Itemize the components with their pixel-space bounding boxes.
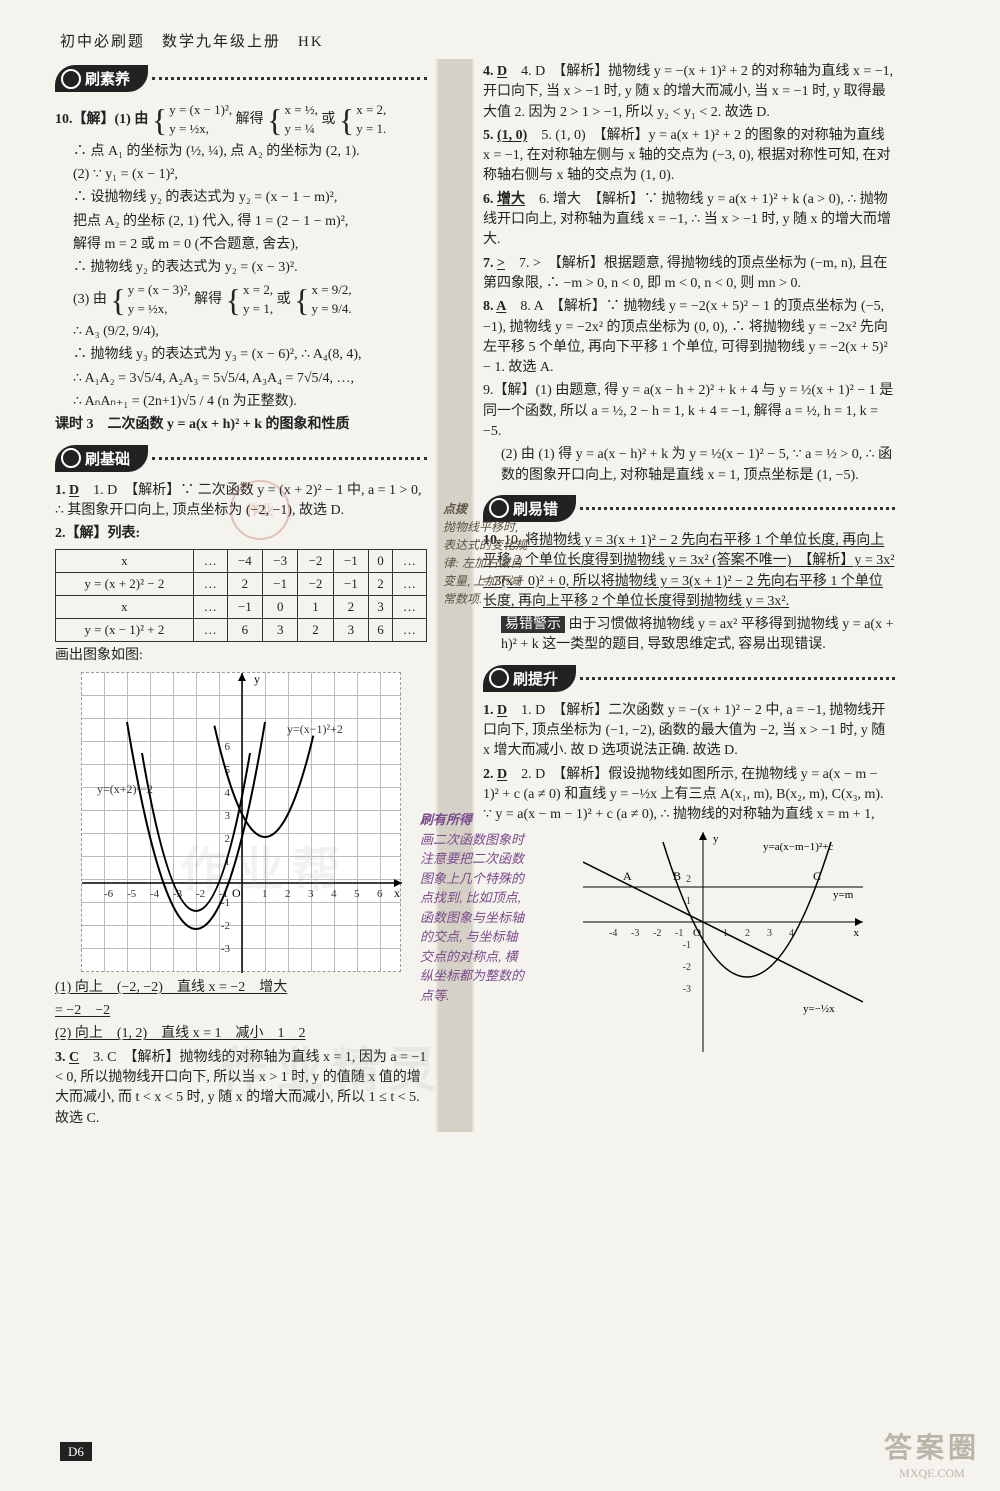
p10h: (3) 由 {y = (x − 3)²,y = ½x, 解得 {x = 2,y …: [55, 281, 427, 319]
p10k: ∴ A₁A₂ = 3√5/4, A₂A₃ = 5√5/4, A₃A₄ = 7√5…: [55, 369, 427, 389]
svg-text:-3: -3: [683, 984, 691, 995]
svg-text:-4: -4: [609, 928, 617, 939]
problem-10-part1: 10.【解】(1) 由 {y = (x − 1)²,y = ½x, 解得 {x …: [55, 101, 427, 139]
q2-ans1b: = −2 −2: [55, 1001, 427, 1021]
svg-text:B: B: [673, 869, 681, 883]
svg-text:1: 1: [686, 896, 691, 907]
p10i: ∴ A₃ (9/2, 9/4),: [55, 322, 427, 342]
svg-text:-2: -2: [683, 962, 691, 973]
svg-text:6: 6: [225, 741, 231, 753]
q3: 3. C 3. C 【解析】抛物线的对称轴为直线 x = 1, 因为 a = −…: [55, 1048, 427, 1129]
margin-note-2: 刷有所得画二次函数图象时注意要把二次函数图象上几个特殊的点找到, 比如顶点, 函…: [420, 810, 530, 1005]
svg-text:C: C: [813, 869, 821, 883]
svg-text:3: 3: [308, 888, 314, 900]
p10g: ∴ 抛物线 y₂ 的表达式为 y₂ = (x − 3)².: [55, 258, 427, 278]
q2-ans1: (1) 向上 (−2, −2) 直线 x = −2 增大: [55, 978, 427, 998]
r-q5: 5. (1, 0) 5. (1, 0) 【解析】y = a(x + 1)² + …: [483, 126, 895, 187]
q2-draw: 画出图象如图:: [55, 646, 427, 666]
svg-text:y=m: y=m: [833, 889, 854, 901]
svg-text:-2: -2: [221, 920, 230, 932]
svg-text:x: x: [854, 927, 860, 939]
svg-text:3: 3: [225, 810, 231, 822]
svg-text:y: y: [254, 673, 260, 686]
section-tag-jichu: 刷基础: [55, 445, 148, 472]
p10b: ∴ 点 A₁ 的坐标为 (½, ¼), 点 A₂ 的坐标为 (2, 1).: [55, 142, 427, 162]
svg-text:4: 4: [225, 787, 231, 799]
svg-text:-1: -1: [675, 928, 683, 939]
function-graph: x y O -6-5-4 -3-2-1 123 456 12 34 56 -1-…: [81, 672, 401, 972]
q2-ans2: (2) 向上 (1, 2) 直线 x = 1 减小 1 2: [55, 1024, 427, 1044]
r-q9b: (2) 由 (1) 得 y = a(x − h)² + k 为 y = ½(x …: [483, 445, 895, 486]
svg-text:y=−½x: y=−½x: [803, 1003, 835, 1015]
data-table: x…−4−3−2−10…y = (x + 2)² − 2…2−1−2−12…x……: [55, 549, 427, 642]
svg-text:y=(x+2)²−2: y=(x+2)²−2: [97, 782, 153, 796]
svg-text:-2: -2: [196, 888, 205, 900]
svg-text:5: 5: [354, 888, 360, 900]
p10d: ∴ 设抛物线 y₂ 的表达式为 y₂ = (x − 1 − m)²,: [55, 188, 427, 208]
svg-text:-3: -3: [221, 943, 231, 955]
page-header: 初中必刷题 数学九年级上册 HK: [0, 0, 1000, 59]
svg-text:-3: -3: [631, 928, 639, 939]
r-q8: 8. A 8. A 【解析】∵ 抛物线 y = −2(x + 5)² − 1 的…: [483, 297, 895, 378]
p10c: (2) ∵ y₁ = (x − 1)²,: [55, 165, 427, 185]
svg-text:-5: -5: [127, 888, 137, 900]
r-q7: 7. > 7. > 【解析】根据题意, 得抛物线的顶点坐标为 (−m, n), …: [483, 254, 895, 295]
section-tag-tisheng: 刷提升: [483, 665, 576, 692]
svg-text:-2: -2: [653, 928, 661, 939]
svg-text:2: 2: [686, 874, 691, 885]
svg-text:1: 1: [262, 888, 268, 900]
svg-text:2: 2: [225, 833, 231, 845]
svg-text:-4: -4: [150, 888, 160, 900]
lesson3-title: 课时 3 二次函数 y = a(x + h)² + k 的图象和性质: [55, 415, 427, 435]
p10l: ∴ AₙAₙ₊₁ = (2n+1)√5 / 4 (n 为正整数).: [55, 392, 427, 412]
svg-text:x: x: [394, 886, 400, 900]
page-footer: D6: [60, 1444, 92, 1461]
svg-text:2: 2: [285, 888, 291, 900]
margin-note-1: 点拨抛物线平移时, 表达式的变化规律: 左加右减自变量, 上加下减常数项.: [443, 500, 529, 608]
ts-q2: 2. D 2. D 【解析】假设抛物线如图所示, 在抛物线 y = a(x − …: [483, 765, 895, 826]
svg-text:6: 6: [377, 888, 383, 900]
bottom-logo: 答案圈 MXQE.COM: [884, 1426, 980, 1481]
svg-text:A: A: [623, 869, 632, 883]
ts-q1: 1. D 1. D 【解析】二次函数 y = −(x + 1)² − 2 中, …: [483, 701, 895, 762]
svg-text:-1: -1: [683, 940, 691, 951]
p10e: 把点 A₂ 的坐标 (2, 1) 代入, 得 1 = (2 − 1 − m)²,: [55, 212, 427, 232]
svg-text:O: O: [232, 886, 241, 900]
right-column: 4. D 4. D 【解析】抛物线 y = −(x + 1)² + 2 的对称轴…: [475, 59, 895, 1132]
left-column: 刷素养 10.【解】(1) 由 {y = (x − 1)²,y = ½x, 解得…: [55, 59, 435, 1132]
r-q4: 4. D 4. D 【解析】抛物线 y = −(x + 1)² + 2 的对称轴…: [483, 62, 895, 123]
section-tag-suayang: 刷素养: [55, 65, 148, 92]
svg-text:2: 2: [745, 928, 750, 939]
p10j: ∴ 抛物线 y₃ 的表达式为 y₃ = (x − 6)², ∴ A₄(8, 4)…: [55, 345, 427, 365]
r-q10: 10. 10. 将抛物线 y = 3(x + 1)² − 2 先向右平移 1 个…: [483, 531, 895, 612]
svg-text:y=a(x−m−1)²+c: y=a(x−m−1)²+c: [763, 841, 833, 853]
svg-text:3: 3: [767, 928, 772, 939]
svg-text:y=(x−1)²+2: y=(x−1)²+2: [287, 722, 343, 736]
svg-text:y: y: [713, 833, 719, 845]
svg-text:4: 4: [331, 888, 337, 900]
r-q6: 6. 增大 6. 增大 【解析】∵ 抛物线 y = a(x + 1)² + k …: [483, 190, 895, 251]
p10f: 解得 m = 2 或 m = 0 (不合题意, 舍去),: [55, 235, 427, 255]
r-q9a: 9.【解】(1) 由题意, 得 y = a(x − h + 2)² + k + …: [483, 381, 895, 442]
r-q10-warn: 易错警示 由于习惯做将抛物线 y = ax² 平移得到抛物线 y = a(x +…: [483, 615, 895, 656]
small-graph: x y O -4-3-2-1 1234 12 -1-2-3 A B C: [583, 832, 863, 1052]
svg-text:-6: -6: [104, 888, 114, 900]
stamp-icon: 作业: [230, 480, 290, 540]
